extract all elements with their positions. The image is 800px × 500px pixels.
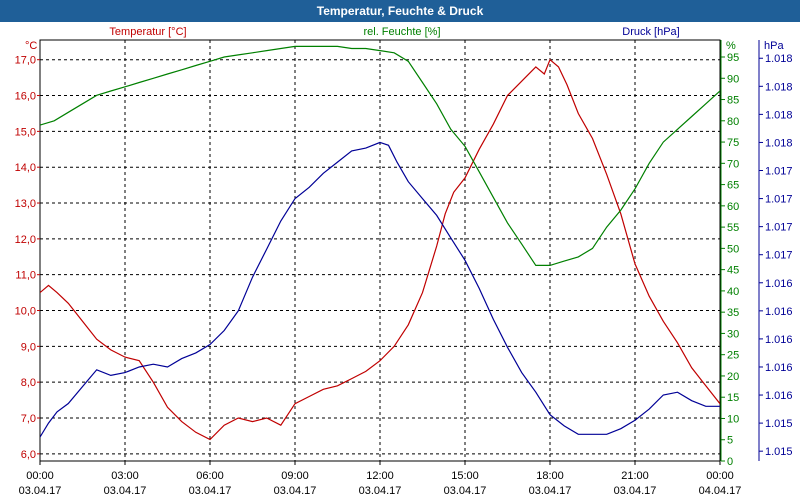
- x-tick-time: 18:00: [536, 470, 564, 482]
- x-tick-date: 03.04.17: [444, 485, 487, 497]
- humidity-tick-label: 50: [727, 243, 739, 255]
- left-tick-label: 6,0: [21, 449, 36, 461]
- humidity-tick-label: 60: [727, 201, 739, 213]
- temperature-unit: °C: [25, 40, 37, 52]
- x-tick-date: 04.04.17: [699, 485, 742, 497]
- humidity-tick-label: 5: [727, 435, 733, 447]
- pressure-tick-label: 1.016: [765, 278, 793, 290]
- x-tick-time: 21:00: [621, 470, 649, 482]
- pressure-tick-label: 1.017: [765, 194, 793, 206]
- left-tick-label: 13,0: [15, 198, 36, 210]
- left-tick-label: 14,0: [15, 162, 36, 174]
- humidity-tick-label: 15: [727, 392, 739, 404]
- humidity-tick-label: 95: [727, 52, 739, 64]
- pressure-tick-label: 1.016: [765, 306, 793, 318]
- x-tick-time: 00:00: [706, 470, 734, 482]
- x-tick-date: 03.04.17: [104, 485, 147, 497]
- humidity-axis-label: rel. Feuchte [%]: [363, 26, 440, 38]
- pressure-tick-label: 1.017: [765, 166, 793, 178]
- humidity-tick-label: 25: [727, 350, 739, 362]
- left-tick-label: 15,0: [15, 126, 36, 138]
- pressure-tick-label: 1.016: [765, 362, 793, 374]
- pressure-tick-label: 1.016: [765, 334, 793, 346]
- humidity-tick-label: 10: [727, 413, 739, 425]
- humidity-tick-label: 65: [727, 180, 739, 192]
- x-tick-date: 03.04.17: [359, 485, 402, 497]
- x-tick-time: 03:00: [111, 470, 139, 482]
- pressure-tick-label: 1.017: [765, 250, 793, 262]
- x-tick-time: 09:00: [281, 470, 309, 482]
- left-tick-label: 9,0: [21, 341, 36, 353]
- grid: [40, 40, 720, 461]
- x-tick-time: 15:00: [451, 470, 479, 482]
- x-tick-date: 03.04.17: [274, 485, 317, 497]
- pressure-tick-label: 1.015: [765, 418, 793, 430]
- temperature-line: [40, 58, 720, 441]
- humidity-tick-label: 45: [727, 265, 739, 277]
- pressure-tick-label: 1.018: [765, 109, 793, 121]
- humidity-tick-label: 35: [727, 307, 739, 319]
- pressure-tick-label: 1.018: [765, 53, 793, 65]
- humidity-unit: %: [726, 40, 736, 52]
- labels: 6,0 7,0 8,0 9,0 10,0 11,0 12,0 13,0 14,0 15,0 16,0…: [15, 26, 793, 497]
- left-tick-label: 8,0: [21, 377, 36, 389]
- humidity-tick-label: 30: [727, 328, 739, 340]
- left-tick-label: 16,0: [15, 91, 36, 103]
- x-tick-date: 03.04.17: [529, 485, 572, 497]
- series-lines: [40, 45, 720, 441]
- window-title: Temperatur, Feuchte & Druck: [0, 0, 800, 22]
- humidity-line: [40, 45, 720, 266]
- x-tick-date: 03.04.17: [189, 485, 232, 497]
- axes: [37, 39, 763, 465]
- x-tick-time: 06:00: [196, 470, 224, 482]
- pressure-tick-label: 1.015: [765, 446, 793, 458]
- humidity-tick-label: 85: [727, 95, 739, 107]
- x-tick-time: 12:00: [366, 470, 394, 482]
- pressure-tick-label: 1.016: [765, 390, 793, 402]
- left-tick-label: 17,0: [15, 55, 36, 67]
- pressure-line: [40, 141, 720, 438]
- x-tick-date: 03.04.17: [19, 485, 62, 497]
- humidity-tick-label: 75: [727, 137, 739, 149]
- humidity-tick-label: 20: [727, 371, 739, 383]
- left-tick-label: 7,0: [21, 413, 36, 425]
- x-tick-date: 03.04.17: [614, 485, 657, 497]
- humidity-tick-label: 70: [727, 158, 739, 170]
- pressure-tick-label: 1.018: [765, 137, 793, 149]
- left-tick-label: 11,0: [15, 270, 36, 282]
- humidity-tick-label: 0: [727, 456, 733, 468]
- temperature-axis-label: Temperatur [°C]: [109, 26, 186, 38]
- pressure-tick-label: 1.018: [765, 81, 793, 93]
- humidity-tick-label: 90: [727, 73, 739, 85]
- humidity-tick-label: 40: [727, 286, 739, 298]
- pressure-unit: hPa: [764, 40, 784, 52]
- x-tick-time: 00:00: [26, 470, 54, 482]
- humidity-tick-label: 55: [727, 222, 739, 234]
- pressure-tick-label: 1.017: [765, 222, 793, 234]
- left-tick-label: 12,0: [15, 234, 36, 246]
- left-tick-label: 10,0: [15, 306, 36, 318]
- pressure-axis-label: Druck [hPa]: [622, 26, 679, 38]
- humidity-tick-label: 80: [727, 116, 739, 128]
